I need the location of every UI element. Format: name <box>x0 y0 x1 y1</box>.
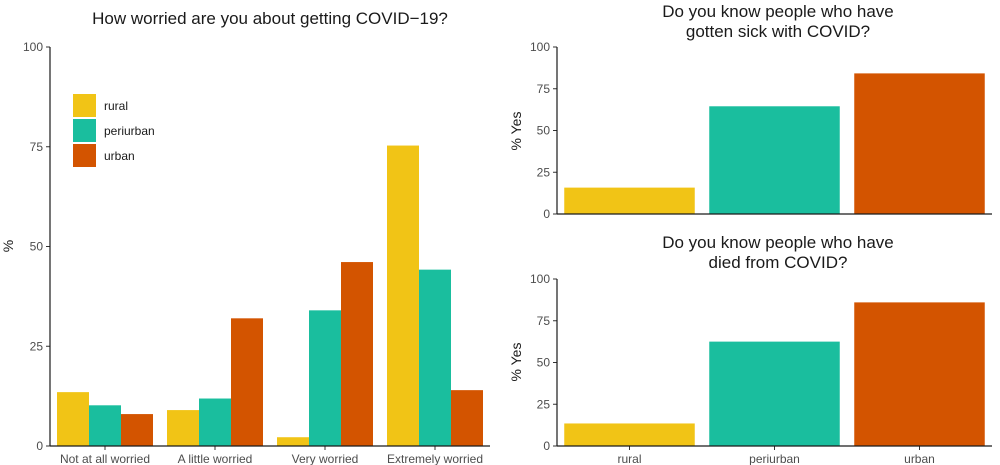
died-chart-xtick-label: periurban <box>749 452 800 465</box>
died-chart-xtick-label: urban <box>904 452 935 465</box>
bar-urban <box>121 414 153 446</box>
bar-periurban <box>199 398 231 446</box>
legend: rural periurban urban <box>73 94 155 167</box>
bar-urban <box>231 318 263 446</box>
sick-chart: Do you know people who have gotten sick … <box>508 2 992 221</box>
died-chart-title-line1: Do you know people who have <box>662 233 894 252</box>
died-chart-ytick-label: 100 <box>530 272 550 286</box>
died-chart-ytick-label: 0 <box>543 439 550 453</box>
sick-chart-bar-rural <box>564 187 695 214</box>
sick-chart-bar-periurban <box>709 106 840 214</box>
sick-chart-ytick-label: 100 <box>530 40 550 54</box>
died-chart-ytick-label: 25 <box>537 397 551 411</box>
sick-chart-ytick-label: 50 <box>537 124 551 138</box>
died-chart-bar-rural <box>564 423 695 446</box>
died-chart-bar-periurban <box>709 341 840 446</box>
died-chart-bars <box>564 302 985 446</box>
died-chart-xtick-label: rural <box>617 452 641 465</box>
sick-chart-title-line2: gotten sick with COVID? <box>686 22 870 41</box>
bar-urban <box>451 390 483 446</box>
sick-chart-ylabel: % Yes <box>508 112 524 151</box>
worry-chart-bars <box>57 145 483 447</box>
worry-chart-ytick-label: 100 <box>23 40 43 54</box>
died-chart-ytick-label: 50 <box>537 356 551 370</box>
bar-urban <box>341 262 373 446</box>
died-chart-title-line2: died from COVID? <box>709 253 848 272</box>
sick-chart-ytick-label: 0 <box>543 207 550 221</box>
bar-periurban <box>419 269 451 446</box>
worry-chart-xtick-label: Extremely worried <box>387 452 483 465</box>
worry-chart-title: How worried are you about getting COVID−… <box>92 9 448 28</box>
legend-label-urban: urban <box>104 149 135 163</box>
worry-chart: How worried are you about getting COVID−… <box>0 9 490 465</box>
worry-chart-ytick-label: 25 <box>30 339 44 353</box>
worry-chart-xtick-label: Not at all worried <box>60 452 150 465</box>
bar-rural <box>57 392 89 446</box>
sick-chart-bar-urban <box>854 73 985 214</box>
legend-label-periurban: periurban <box>104 124 155 138</box>
worry-chart-x-axis: Not at all worried A little worried Very w… <box>60 446 483 465</box>
died-chart-ytick-label: 75 <box>537 314 551 328</box>
sick-chart-y-axis: 0 25 50 75 100 <box>530 40 557 221</box>
worry-chart-ytick-label: 50 <box>30 240 44 254</box>
worry-chart-xtick-label: Very worried <box>292 452 359 465</box>
worry-chart-ytick-label: 0 <box>36 439 43 453</box>
died-chart-bar-urban <box>854 302 985 446</box>
died-chart-x-axis: rural periurban urban <box>617 446 935 465</box>
legend-swatch-periurban <box>73 119 96 142</box>
worry-chart-y-axis: 0 25 50 75 100 <box>23 40 50 453</box>
sick-chart-ytick-label: 75 <box>537 82 551 96</box>
worry-chart-xtick-label: A little worried <box>178 452 253 465</box>
legend-label-rural: rural <box>104 99 128 113</box>
died-chart-y-axis: 0 25 50 75 100 <box>530 272 557 453</box>
bar-rural <box>387 145 419 447</box>
sick-chart-ytick-label: 25 <box>537 165 551 179</box>
worry-chart-ylabel: % <box>0 240 16 252</box>
sick-chart-title-line1: Do you know people who have <box>662 2 894 21</box>
died-chart-ylabel: % Yes <box>508 343 524 382</box>
sick-chart-bars <box>564 73 985 214</box>
died-chart: Do you know people who have died from CO… <box>508 233 992 465</box>
bar-periurban <box>309 310 341 446</box>
bar-rural <box>167 410 199 446</box>
worry-chart-ytick-label: 75 <box>30 140 44 154</box>
legend-swatch-rural <box>73 94 96 117</box>
legend-swatch-urban <box>73 144 96 167</box>
bar-rural <box>277 437 309 446</box>
bar-periurban <box>89 405 121 446</box>
